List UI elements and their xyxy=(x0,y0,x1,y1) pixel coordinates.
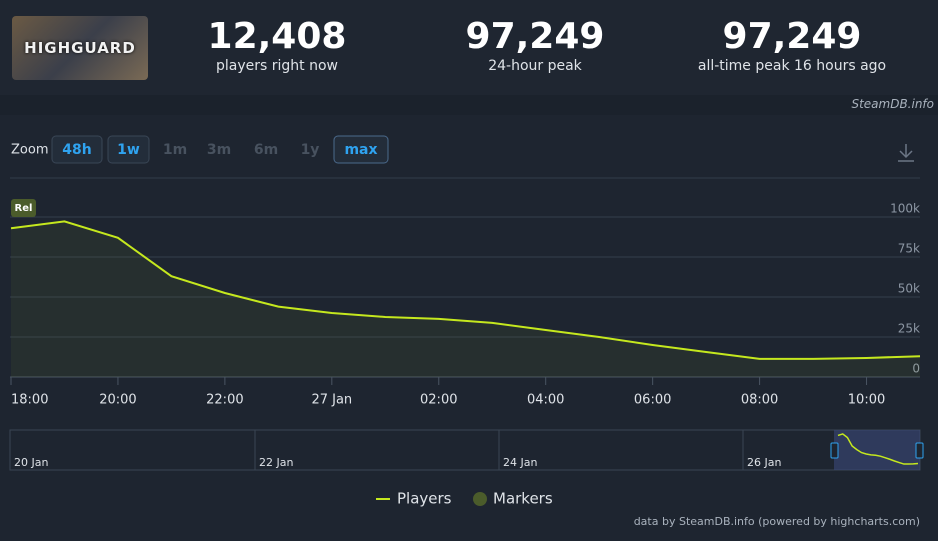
zoom-button-label[interactable]: 1w xyxy=(117,142,140,158)
navigator-label: 22 Jan xyxy=(259,456,293,469)
navigator-handle[interactable] xyxy=(915,442,924,459)
zoom-button-label: 6m xyxy=(254,142,278,158)
credits[interactable]: data by SteamDB.info (powered by highcha… xyxy=(634,515,920,528)
area xyxy=(11,221,920,377)
navigator-label: 26 Jan xyxy=(747,456,781,469)
y-tick-label: 100k xyxy=(890,202,920,216)
zoom-button-label: 3m xyxy=(207,142,231,158)
header: HIGHGUARD 12,408 players right now 97,249… xyxy=(0,0,938,95)
stat: 12,408 players right now xyxy=(157,16,397,74)
navigator-handle[interactable] xyxy=(830,442,839,459)
x-tick-label: 27 Jan xyxy=(311,393,352,408)
navigator-label: 24 Jan xyxy=(503,456,537,469)
game-image[interactable]: HIGHGUARD xyxy=(12,16,148,80)
stat-label: 24-hour peak xyxy=(488,58,582,74)
zoom-button-label[interactable]: max xyxy=(344,142,377,158)
navigator xyxy=(9,429,921,471)
y-tick-label: 0 xyxy=(912,362,920,376)
stat-label: players right now xyxy=(216,58,338,74)
x-tick-label: 22:00 xyxy=(206,393,243,408)
x-tick-label: 20:00 xyxy=(99,393,136,408)
zoom-button[interactable] xyxy=(107,135,150,164)
legend-swatch xyxy=(473,492,487,506)
y-tick-label: 75k xyxy=(898,242,920,256)
x-tick-label: 02:00 xyxy=(420,393,457,408)
line xyxy=(10,220,921,360)
x-tick-label: 10:00 xyxy=(848,393,885,408)
download-icon[interactable] xyxy=(898,144,914,162)
y-tick-label: 50k xyxy=(898,282,920,296)
legend-label[interactable]: Markers xyxy=(493,490,553,508)
stat-label: all-time peak 16 hours ago xyxy=(697,58,887,74)
zoom-button-label: 1m xyxy=(163,142,187,158)
legend-label[interactable]: Players xyxy=(397,490,452,508)
zoom-button[interactable] xyxy=(51,135,103,164)
x-tick-label: 06:00 xyxy=(634,393,671,408)
navigator-line xyxy=(837,433,919,465)
zoom-button-label[interactable]: 48h xyxy=(62,142,91,158)
x-tick-label: 08:00 xyxy=(741,393,778,408)
zoom-button[interactable] xyxy=(333,135,389,164)
stat-value: 97,249 xyxy=(465,16,605,57)
zoom-label: Zoom xyxy=(11,143,48,158)
y-tick-label: 25k xyxy=(898,322,920,336)
stat-value: 12,408 xyxy=(207,16,347,57)
stat-value: 97,249 xyxy=(722,16,862,57)
navigator-label: 20 Jan xyxy=(14,456,48,469)
x-tick-label: 18:00 xyxy=(11,393,48,408)
zoom-button-label: 1y xyxy=(301,142,320,158)
marker-label: Rel xyxy=(15,203,33,214)
marker-flag[interactable] xyxy=(11,199,36,217)
stat: 97,249 all-time peak 16 hours ago xyxy=(672,16,912,74)
stat: 97,249 24-hour peak xyxy=(415,16,655,74)
source[interactable]: SteamDB.info xyxy=(851,97,934,111)
x-tick-label: 04:00 xyxy=(527,393,564,408)
